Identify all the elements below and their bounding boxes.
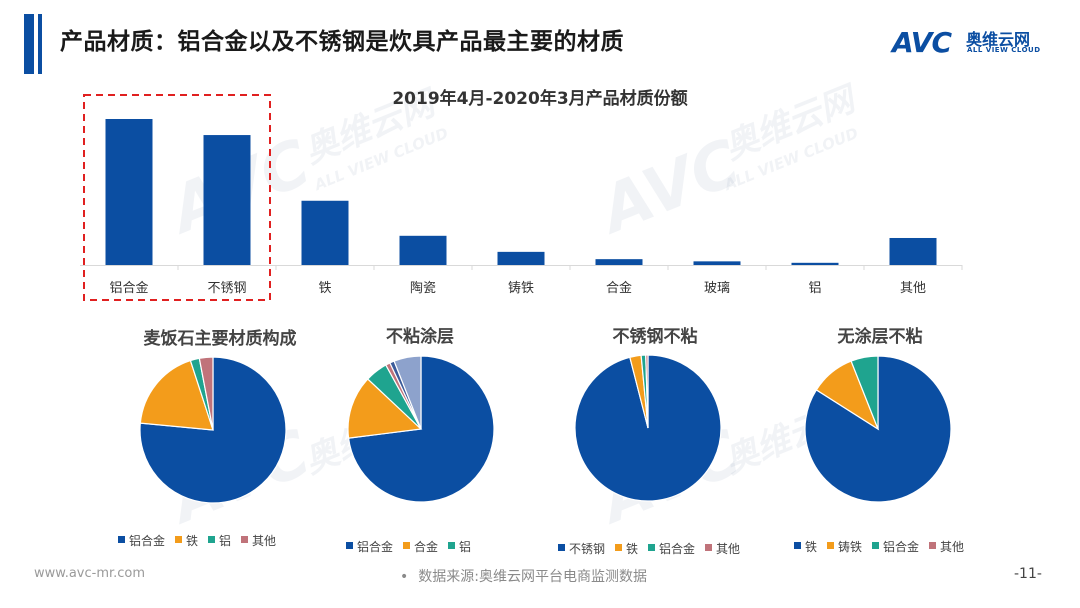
x-tick-label: 其他 (900, 281, 926, 296)
legend-swatch (448, 542, 456, 549)
legend-label: 铝合金 (883, 540, 920, 554)
bar (105, 119, 153, 265)
pie-title-maifanshi: 麦饭石主要材质构成 (143, 329, 297, 349)
legend-swatch (648, 544, 656, 551)
legend-label: 铁 (186, 534, 199, 548)
legend-swatch (118, 536, 125, 543)
highlight-box (83, 94, 271, 301)
legend-swatch (872, 542, 880, 549)
logo-mark: AVC (892, 26, 952, 59)
x-tick-label: 合金 (606, 280, 632, 296)
pie-legend-maifanshi: 铝合金 铁 铝 其他 (118, 532, 286, 549)
pie-slice (850, 355, 879, 430)
pie-slice (139, 356, 287, 504)
pie-slice (139, 359, 214, 431)
title-accent-bar (24, 14, 34, 74)
legend-label: 铝合金 (357, 540, 394, 554)
bar-chart: 铝合金 不锈钢 铁 陶瓷 铸铁 合金 玻璃 铝 其他 (80, 94, 963, 301)
legend-swatch (615, 544, 623, 551)
pie-slice (645, 354, 649, 429)
legend-item: 铝合金 (118, 532, 165, 549)
legend-swatch (403, 542, 411, 549)
legend-swatch (705, 544, 713, 551)
logo-en: ALL VIEW CLOUD (967, 46, 1041, 54)
legend-label: 其他 (940, 540, 965, 554)
x-tick-label: 不锈钢 (207, 281, 246, 296)
bar (595, 259, 643, 265)
x-tick-label: 玻璃 (704, 281, 730, 296)
legend-label: 铝合金 (659, 542, 696, 556)
bar (203, 135, 251, 265)
legend-swatch (346, 542, 353, 549)
legend-swatch (208, 536, 216, 543)
source-text: 数据来源:奥维云网平台电商监测数据 (418, 569, 647, 585)
legend-swatch (175, 536, 183, 543)
pie-slice (347, 378, 423, 439)
footer-url: www.avc-mr.com (34, 566, 146, 581)
legend-item: 其他 (705, 540, 740, 557)
legend-swatch (827, 542, 835, 549)
legend-item: 铁 (794, 538, 817, 555)
pie-legend-nonstick: 铝合金 合金 铝 (346, 538, 481, 555)
legend-label: 其他 (252, 534, 277, 548)
bar (399, 235, 447, 265)
legend-item: 铝合金 (872, 538, 919, 555)
pie-title-stainless: 不锈钢不粘 (612, 327, 698, 347)
legend-swatch (241, 536, 249, 543)
legend-label: 铝合金 (129, 534, 166, 548)
pie-slice (393, 355, 422, 430)
legend-item: 不锈钢 (558, 540, 605, 557)
x-tick-label: 铸铁 (508, 280, 534, 296)
legend-swatch (794, 542, 801, 549)
legend-label: 铸铁 (838, 540, 863, 554)
legend-item: 铸铁 (827, 538, 862, 555)
page-title: 产品材质：铝合金以及不锈钢是炊具产品最主要的材质 (60, 29, 624, 55)
legend-label: 铁 (626, 542, 639, 556)
legend-label: 铝 (219, 534, 232, 548)
legend-item: 其他 (241, 532, 276, 549)
legend-item: 其他 (929, 538, 964, 555)
logo-cn: 奥维云网 (966, 30, 1031, 49)
legend-label: 其他 (716, 542, 741, 556)
legend-swatch (929, 542, 937, 549)
x-tick-label: 铝合金 (109, 280, 148, 296)
legend-item: 铁 (175, 532, 198, 549)
title-accent-bar (38, 14, 42, 74)
bar (301, 200, 349, 265)
bar (497, 251, 545, 265)
source-bullet: • (400, 569, 409, 585)
legend-item: 合金 (403, 538, 438, 555)
pie-legend-uncoated: 铁 铸铁 铝合金 其他 (794, 538, 974, 555)
legend-label: 铝 (459, 540, 472, 554)
legend-item: 铝 (448, 538, 471, 555)
pie-legend-stainless: 不锈钢 铁 铝合金 其他 (558, 540, 750, 557)
bar (693, 261, 741, 265)
legend-item: 铝合金 (648, 540, 695, 557)
legend-item: 铁 (615, 540, 638, 557)
x-tick-label: 铁 (318, 281, 331, 296)
page-number: -11- (1014, 566, 1042, 582)
bar (889, 237, 937, 265)
x-tick-label: 铝 (808, 281, 821, 296)
footer-source: • 数据来源:奥维云网平台电商监测数据 (400, 566, 647, 586)
legend-label: 铁 (805, 540, 818, 554)
legend-item: 铝 (208, 532, 231, 549)
legend-item: 铝合金 (346, 538, 393, 555)
legend-label: 合金 (414, 540, 439, 554)
legend-label: 不锈钢 (569, 542, 606, 556)
avc-logo: AVC 奥维云网 ALL VIEW CLOUD (892, 24, 1062, 59)
x-tick-label: 陶瓷 (410, 280, 436, 296)
pie-slice (198, 356, 214, 431)
pie-title-uncoated: 无涂层不粘 (837, 327, 923, 347)
bar (791, 262, 839, 265)
legend-swatch (558, 544, 565, 551)
bar-chart-title: 2019年4月-2020年3月产品材质份额 (392, 89, 688, 109)
pie-title-nonstick: 不粘涂层 (386, 327, 454, 347)
